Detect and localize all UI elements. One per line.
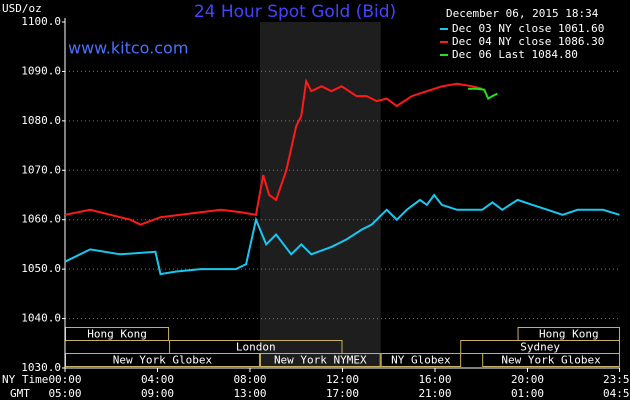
x-tick-label: 23:59 <box>603 373 630 386</box>
legend-label: Dec 04 NY close 1086.30 <box>452 35 604 48</box>
x2-tick-label: 17:00 <box>326 387 359 400</box>
session-label: London <box>236 341 276 354</box>
session-label: New York Globex <box>113 354 213 367</box>
x2-tick-label: 01:00 <box>511 387 544 400</box>
site-label: www.kitco.com <box>68 39 188 58</box>
timestamp: December 06, 2015 18:34 <box>446 7 599 20</box>
x-tick-label: 20:00 <box>511 373 544 386</box>
legend-label: Dec 06 Last 1084.80 <box>452 48 578 61</box>
x-tick-label: 00:00 <box>48 373 81 386</box>
x-tick-label: 16:00 <box>418 373 451 386</box>
series-line <box>64 193 620 276</box>
session-shade <box>259 22 381 368</box>
x2-tick-label: 05:00 <box>48 387 81 400</box>
y-tick-label: 1040.0 <box>21 312 61 325</box>
session-label: Hong Kong <box>87 328 147 341</box>
x-tick-label: 08:00 <box>233 373 266 386</box>
x-tick-label: 04:00 <box>141 373 174 386</box>
session-box <box>482 353 620 367</box>
series-line <box>64 78 483 226</box>
y-tick-label: 1100.0 <box>21 15 61 28</box>
session-label: Hong Kong <box>539 328 599 341</box>
session-label: New York Globex <box>501 354 601 367</box>
x2-tick-label: 09:00 <box>141 387 174 400</box>
y-tick-label: 1060.0 <box>21 213 61 226</box>
y-tick-label: 1090.0 <box>21 64 61 77</box>
y-tick-label: 1080.0 <box>21 114 61 127</box>
legend-label: Dec 03 NY close 1061.60 <box>452 22 604 35</box>
session-label: Sydney <box>520 341 560 354</box>
y-tick-label: 1030.0 <box>21 361 61 374</box>
shade-layer <box>259 22 381 368</box>
x2-tick-label: 04:59 <box>603 387 630 400</box>
session-box <box>259 353 381 367</box>
y-tick-label: 1070.0 <box>21 163 61 176</box>
y-unit: USD/oz <box>2 2 42 15</box>
x-row-label: GMT <box>10 387 30 400</box>
x2-tick-label: 13:00 <box>233 387 266 400</box>
session-box <box>380 353 462 367</box>
x2-tick-label: 21:00 <box>418 387 451 400</box>
x-row-label: NY Time <box>2 373 48 386</box>
session-label: New York NYMEX <box>274 354 367 367</box>
chart-title: 24 Hour Spot Gold (Bid) <box>194 2 396 22</box>
x-tick-label: 12:00 <box>326 373 359 386</box>
y-tick-label: 1050.0 <box>21 262 61 275</box>
series-line <box>468 87 498 101</box>
session-label: NY Globex <box>391 354 451 367</box>
